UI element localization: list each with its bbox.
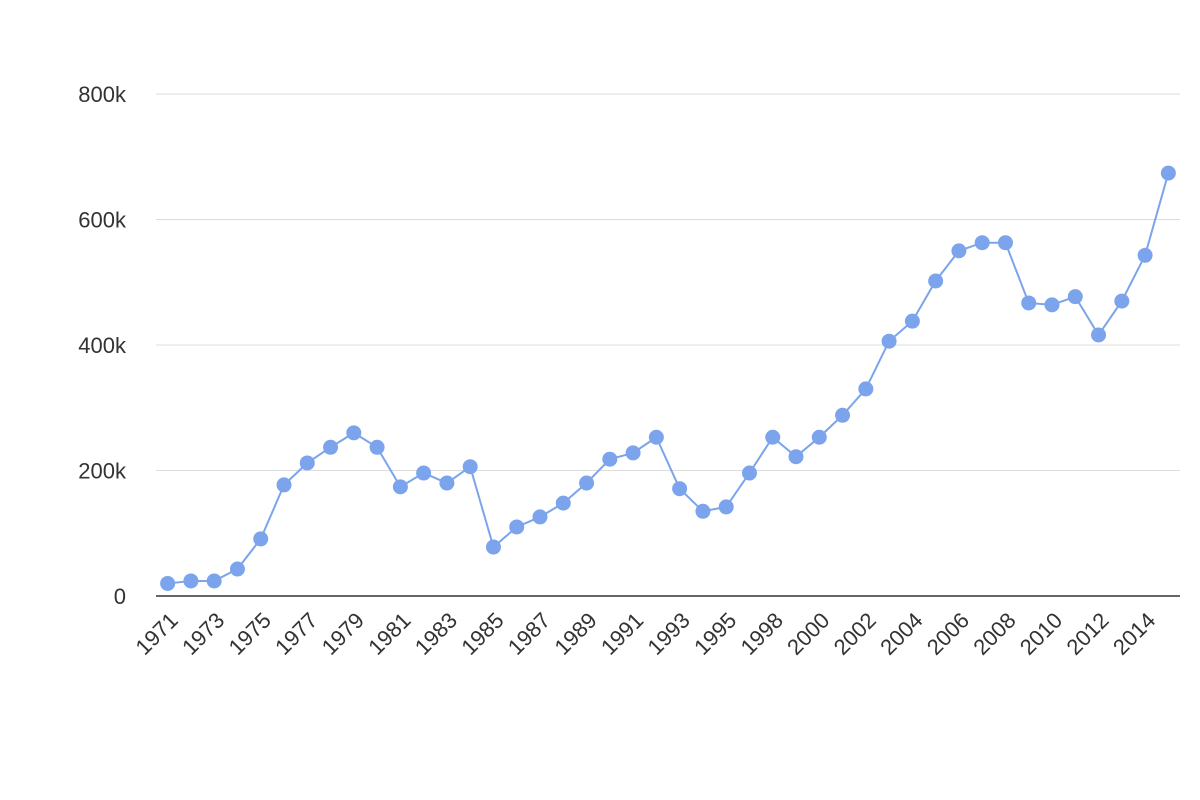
x-tick-label: 1998 bbox=[736, 608, 788, 660]
y-tick-label: 0 bbox=[114, 584, 126, 609]
point bbox=[881, 333, 897, 349]
point bbox=[299, 455, 315, 471]
x-tick-label: 1981 bbox=[363, 608, 415, 660]
point bbox=[625, 445, 641, 461]
x-tick-label: 2004 bbox=[875, 608, 927, 660]
point bbox=[323, 439, 339, 455]
x-tick-label: 1971 bbox=[131, 608, 183, 660]
point bbox=[229, 561, 245, 577]
y-tick-label: 400k bbox=[78, 333, 127, 358]
x-tick-label: 2012 bbox=[1061, 608, 1113, 660]
point bbox=[369, 439, 385, 455]
point bbox=[1021, 295, 1037, 311]
x-tick-label: 2002 bbox=[829, 608, 881, 660]
x-tick-label: 1973 bbox=[177, 608, 229, 660]
point bbox=[416, 465, 432, 481]
x-tick-label: 2000 bbox=[782, 608, 834, 660]
line bbox=[167, 172, 1170, 585]
y-tick-label: 200k bbox=[78, 459, 127, 484]
point bbox=[1044, 297, 1060, 313]
point bbox=[1091, 327, 1107, 343]
point bbox=[695, 503, 711, 519]
point bbox=[811, 429, 827, 445]
point bbox=[579, 475, 595, 491]
point bbox=[509, 519, 525, 535]
point bbox=[555, 495, 571, 511]
point bbox=[532, 509, 548, 525]
x-tick-label: 1983 bbox=[410, 608, 462, 660]
point bbox=[835, 407, 851, 423]
point bbox=[951, 243, 967, 259]
point bbox=[346, 425, 362, 441]
x-tick-label: 2010 bbox=[1015, 608, 1067, 660]
x-tick-label: 1991 bbox=[596, 608, 648, 660]
point bbox=[183, 573, 199, 589]
x-tick-label: 1977 bbox=[270, 608, 322, 660]
point bbox=[788, 449, 804, 465]
y-tick-label: 600k bbox=[78, 208, 127, 233]
point bbox=[718, 499, 734, 515]
x-tick-label: 2014 bbox=[1108, 608, 1160, 660]
point bbox=[206, 573, 222, 589]
x-tick-label: 1995 bbox=[689, 608, 741, 660]
point bbox=[648, 429, 664, 445]
x-tick-label: 1993 bbox=[643, 608, 695, 660]
point bbox=[997, 235, 1013, 251]
point bbox=[276, 477, 292, 493]
y-tick-label: 800k bbox=[78, 82, 127, 107]
point bbox=[1067, 289, 1083, 305]
point bbox=[858, 381, 874, 397]
point bbox=[928, 273, 944, 289]
point bbox=[765, 429, 781, 445]
point bbox=[904, 313, 920, 329]
x-tick-label: 1985 bbox=[456, 608, 508, 660]
point bbox=[741, 465, 757, 481]
point bbox=[462, 459, 478, 475]
x-tick-label: 1989 bbox=[549, 608, 601, 660]
point bbox=[1160, 165, 1176, 181]
x-tick-label: 2008 bbox=[968, 608, 1020, 660]
point bbox=[1137, 247, 1153, 263]
point bbox=[974, 235, 990, 251]
x-tick-label: 2006 bbox=[922, 608, 974, 660]
point bbox=[485, 539, 501, 555]
x-tick-label: 1987 bbox=[503, 608, 555, 660]
point bbox=[672, 481, 688, 497]
x-tick-label: 1979 bbox=[317, 608, 369, 660]
point bbox=[1114, 293, 1130, 309]
point bbox=[392, 479, 408, 495]
point bbox=[253, 531, 269, 547]
point bbox=[602, 451, 618, 467]
x-tick-label: 1975 bbox=[224, 608, 276, 660]
point bbox=[160, 575, 176, 591]
point bbox=[439, 475, 455, 491]
